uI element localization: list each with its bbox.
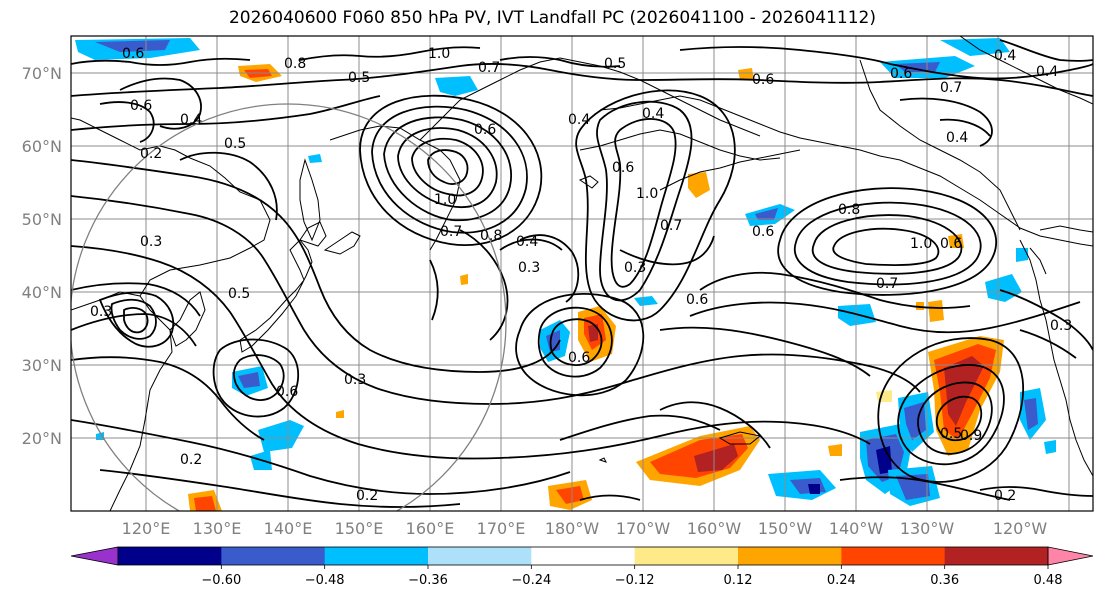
colorbar-segment [634, 547, 739, 565]
lon-label: 160°E [406, 519, 455, 538]
contour-label: 0.6 [686, 292, 708, 308]
contour-label: 0.7 [940, 80, 962, 96]
contour-label: 0.4 [180, 112, 202, 128]
contour-label: 0.3 [344, 372, 366, 388]
colorbar-segment [118, 547, 222, 565]
map-plot-area [71, 36, 1093, 511]
contour-label: 0.6 [130, 98, 152, 114]
contour-label: 0.6 [276, 384, 298, 400]
contour-label: 0.3 [624, 260, 646, 276]
lon-label: 120°W [993, 519, 1048, 538]
colorbar-segment [841, 547, 946, 565]
lat-label: 50°N [22, 210, 62, 229]
colorbar-tick-label: 0.48 [1034, 573, 1063, 588]
lon-label: 140°W [829, 519, 884, 538]
lon-label: 150°W [758, 519, 813, 538]
colorbar-frame [117, 546, 1049, 566]
contour-label: 0.5 [348, 70, 370, 86]
colorbar-tick-label: 0.24 [827, 573, 856, 588]
latitude-labels: 70°N 60°N 50°N 40°N 30°N 20°N [22, 64, 62, 448]
colorbar-tick-label: 0.12 [724, 573, 753, 588]
colorbar-segment [324, 547, 429, 565]
lon-label: 120°E [122, 519, 171, 538]
lon-label: 170°E [477, 519, 526, 538]
contour-label: 0.6 [474, 122, 496, 138]
colorbar-segment [738, 547, 842, 565]
contour-label: 0.2 [140, 146, 162, 162]
contour-label: 0.7 [876, 276, 898, 292]
colorbar-segment [531, 547, 636, 565]
colorbar-tick-label: 0.36 [930, 573, 959, 588]
contour-label: 0.6 [752, 224, 774, 240]
colorbar-segment [944, 547, 1049, 565]
contour-label: 0.4 [568, 112, 590, 128]
contour-label: 0.5 [224, 136, 246, 152]
contour-label: 0.4 [946, 130, 968, 146]
contour-label: 0.2 [180, 452, 202, 468]
contour-label: 1.0 [428, 46, 450, 62]
contour-label: 0.2 [356, 488, 378, 504]
contour-label: 0.8 [284, 56, 306, 72]
colorbar-tick-label: −0.24 [511, 573, 551, 588]
contour-label: 0.4 [1036, 64, 1058, 80]
contour-labels: 0.6 1.0 0.8 0.5 0.7 0.5 0.6 0.4 0.6 0.4 … [90, 46, 1072, 504]
distance-circle [71, 103, 507, 511]
plot-frame [70, 35, 1094, 512]
contour-label: 0.3 [90, 304, 112, 320]
contour-label: 0.6 [612, 160, 634, 176]
contour-label: 0.4 [516, 234, 538, 250]
lon-label: 180°W [545, 519, 600, 538]
colorbar-tick-label: −0.48 [305, 573, 345, 588]
contour-label: 0.6 [752, 72, 774, 88]
contour-label: 0.8 [838, 202, 860, 218]
lon-label: 150°E [335, 519, 384, 538]
lat-label: 40°N [22, 283, 62, 302]
lon-label: 130°W [900, 519, 955, 538]
colorbar-tick-label: −0.12 [615, 573, 655, 588]
contour-label: 0.5 [228, 286, 250, 302]
pv-contours [71, 39, 1093, 508]
contour-label: 0.4 [994, 48, 1016, 64]
colorbar-segment [221, 547, 326, 565]
contour-label: 1.0 [636, 186, 658, 202]
contour-label: 0.5 [604, 56, 626, 72]
longitude-labels: 120°E 130°E 140°E 150°E 160°E 170°E 180°… [122, 519, 1048, 538]
contour-label: 0.6 [890, 66, 912, 82]
map-title: 2026040600 F060 850 hPa PV, IVT Landfall… [228, 8, 876, 28]
colorbar: −0.60 −0.48 −0.36 −0.24 −0.12 0.12 0.24 0.36 0.4… [70, 546, 1094, 588]
lat-label: 60°N [22, 137, 62, 156]
lon-label: 160°W [687, 519, 742, 538]
contour-label: 0.3 [518, 260, 540, 276]
contour-label: 1.0 [910, 236, 932, 252]
contour-label: 0.6 [940, 236, 962, 252]
contour-label: 0.7 [478, 60, 500, 76]
contour-label: 0.7 [660, 218, 682, 234]
lon-label: 170°W [616, 519, 671, 538]
lat-label: 70°N [22, 64, 62, 83]
colorbar-extend-max [1047, 546, 1094, 566]
colorbar-segment [428, 547, 532, 565]
contour-label: 0.7 [440, 224, 462, 240]
contour-label: 0.2 [994, 488, 1016, 504]
contour-label: 0.9 [960, 428, 982, 444]
lat-label: 20°N [22, 429, 62, 448]
lon-label: 130°E [193, 519, 242, 538]
contour-label: 0.3 [1050, 318, 1072, 334]
contour-label: 1.0 [434, 192, 456, 208]
contour-label: 0.8 [480, 228, 502, 244]
contour-label: 0.3 [140, 234, 162, 250]
contour-label: 0.4 [642, 106, 664, 122]
colorbar-tick-label: −0.60 [201, 573, 241, 588]
contour-label: 0.5 [940, 426, 962, 442]
contour-label: 0.6 [122, 46, 144, 62]
coastlines [71, 36, 1093, 511]
colorbar-extend-min [70, 546, 119, 566]
lat-label: 30°N [22, 356, 62, 375]
lon-label: 140°E [264, 519, 313, 538]
colorbar-tick-label: −0.36 [408, 573, 448, 588]
contour-label: 0.6 [568, 350, 590, 366]
